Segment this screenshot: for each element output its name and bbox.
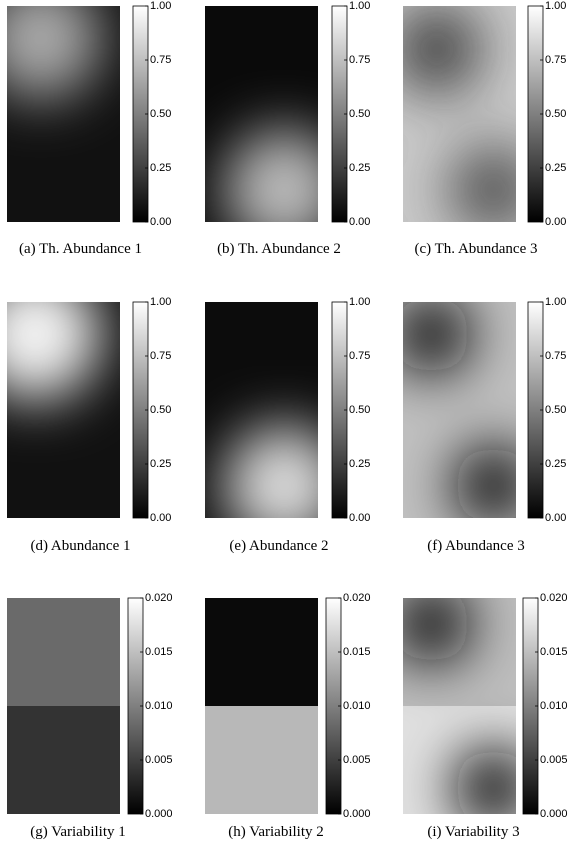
panel: 0.00 0.25 0.50 0.75 1.00 (e) Abundance 2 xyxy=(205,296,370,554)
heatmap-image xyxy=(7,6,120,222)
tick-label: 1.00 xyxy=(349,0,370,12)
caption: (d) Abundance 1 xyxy=(31,538,131,554)
tick-label: 0.25 xyxy=(545,162,566,174)
tick-label: 0.50 xyxy=(349,404,370,416)
tick-label: 1.00 xyxy=(545,0,566,12)
tick-label: 0.50 xyxy=(545,108,566,120)
tick-label: 0.75 xyxy=(349,54,370,66)
tick-label: 1.00 xyxy=(150,296,171,308)
tick-label: 0.020 xyxy=(343,592,371,604)
caption: (i) Variability 3 xyxy=(427,824,519,840)
panel: 0.00 0.25 0.50 0.75 1.00 (c) Th. Abundance 3 xyxy=(403,0,566,257)
heatmap-image xyxy=(7,302,120,518)
panel: 0.000 0.005 0.010 0.015 0.020 (g) Variability… xyxy=(7,592,173,840)
tick-label: 0.000 xyxy=(540,808,568,820)
tick-label: 0.000 xyxy=(343,808,371,820)
tick-label: 0.25 xyxy=(349,458,370,470)
caption: (c) Th. Abundance 3 xyxy=(414,241,537,257)
tick-label: 0.50 xyxy=(150,108,171,120)
caption: (a) Th. Abundance 1 xyxy=(19,241,142,257)
tick-label: 0.25 xyxy=(545,458,566,470)
tick-label: 1.00 xyxy=(349,296,370,308)
panel: 0.00 0.25 0.50 0.75 1.00 (d) Abundance 1 xyxy=(7,296,171,554)
heatmap-image xyxy=(205,302,318,518)
panel: 0.00 0.25 0.50 0.75 1.00 (b) Th. Abundance 2 xyxy=(205,0,370,257)
heatmap-image xyxy=(7,598,120,814)
tick-label: 0.00 xyxy=(349,216,370,228)
caption: (b) Th. Abundance 2 xyxy=(217,241,341,257)
tick-label: 0.25 xyxy=(150,162,171,174)
tick-label: 0.010 xyxy=(343,700,371,712)
tick-label: 0.75 xyxy=(545,350,566,362)
tick-label: 1.00 xyxy=(150,0,171,12)
tick-label: 0.005 xyxy=(145,754,173,766)
tick-label: 0.50 xyxy=(150,404,171,416)
caption: (f) Abundance 3 xyxy=(427,538,524,554)
panel: 0.000 0.005 0.010 0.015 0.020 (h) Variability… xyxy=(205,592,371,840)
tick-label: 0.000 xyxy=(145,808,173,820)
tick-label: 0.010 xyxy=(145,700,173,712)
tick-label: 0.75 xyxy=(150,350,171,362)
tick-label: 0.75 xyxy=(349,350,370,362)
tick-label: 0.00 xyxy=(545,512,566,524)
tick-label: 0.50 xyxy=(545,404,566,416)
heatmap-image xyxy=(205,598,318,814)
caption: (h) Variability 2 xyxy=(228,824,324,840)
tick-label: 0.25 xyxy=(150,458,171,470)
tick-label: 0.75 xyxy=(545,54,566,66)
tick-label: 0.015 xyxy=(540,646,568,658)
heatmap-image xyxy=(403,598,516,814)
tick-label: 0.00 xyxy=(545,216,566,228)
tick-label: 0.00 xyxy=(150,216,171,228)
tick-label: 0.00 xyxy=(150,512,171,524)
tick-label: 0.020 xyxy=(145,592,173,604)
caption: (e) Abundance 2 xyxy=(229,538,328,554)
heatmap-image xyxy=(403,302,516,518)
heatmap-image xyxy=(205,6,318,222)
tick-label: 0.00 xyxy=(349,512,370,524)
panel: 0.00 0.25 0.50 0.75 1.00 (a) Th. Abundance 1 xyxy=(7,0,171,257)
tick-label: 0.005 xyxy=(343,754,371,766)
tick-label: 0.75 xyxy=(150,54,171,66)
tick-label: 0.50 xyxy=(349,108,370,120)
panel: 0.000 0.005 0.010 0.015 0.020 (i) Variability… xyxy=(403,592,568,840)
tick-label: 0.015 xyxy=(343,646,371,658)
panel: 0.00 0.25 0.50 0.75 1.00 (f) Abundance 3 xyxy=(403,296,566,554)
tick-label: 0.25 xyxy=(349,162,370,174)
tick-label: 0.010 xyxy=(540,700,568,712)
tick-label: 0.005 xyxy=(540,754,568,766)
tick-label: 1.00 xyxy=(545,296,566,308)
caption: (g) Variability 1 xyxy=(30,824,126,840)
tick-label: 0.015 xyxy=(145,646,173,658)
heatmap-image xyxy=(403,6,516,222)
tick-label: 0.020 xyxy=(540,592,568,604)
